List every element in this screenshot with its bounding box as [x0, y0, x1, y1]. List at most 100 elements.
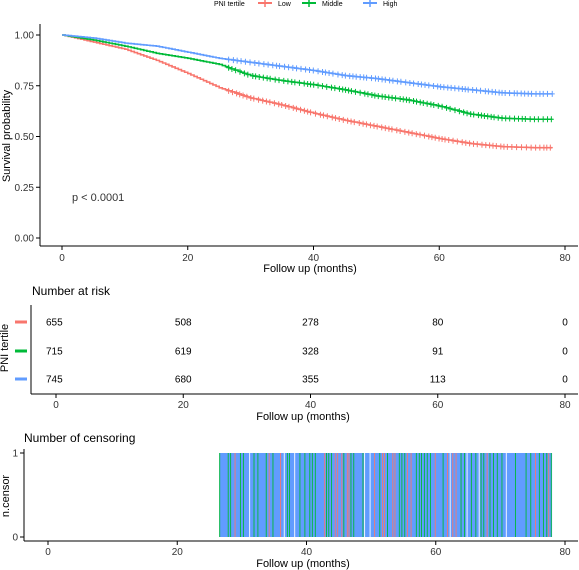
- censor-mark: [279, 101, 285, 108]
- risk-table-title: Number at risk: [32, 284, 111, 298]
- censor-bar: [362, 453, 364, 537]
- censor-bar: [324, 453, 326, 537]
- censor-bar: [470, 453, 472, 537]
- risk-table-y-axis-label: PNI tertile: [0, 324, 11, 372]
- censor-mark: [226, 64, 232, 71]
- censor-mark: [410, 98, 416, 105]
- y-tick-label: 0.75: [15, 81, 35, 92]
- censor-mark: [276, 101, 282, 108]
- censor-bar: [546, 453, 548, 537]
- censor-mark: [308, 109, 314, 116]
- censor-mark: [464, 110, 470, 117]
- censor-bar-block: [219, 453, 553, 537]
- censor-mark: [406, 129, 412, 136]
- censoring-panel: Number of censoring 0 1 0 20 40 60 80 Follow …: [0, 431, 578, 570]
- censor-mark: [456, 108, 462, 115]
- censor-mark: [429, 134, 435, 141]
- censor-mark: [351, 119, 357, 126]
- censor-bar: [475, 453, 477, 537]
- censor-bar: [265, 453, 267, 537]
- x-tick-label: 80: [559, 400, 571, 411]
- censor-bar: [415, 453, 417, 537]
- censor-mark: [431, 101, 437, 108]
- censor-bar: [227, 453, 229, 537]
- censor-bar: [398, 453, 400, 537]
- censor-mark: [336, 85, 342, 92]
- x-tick-label: 40: [305, 400, 317, 411]
- censor-mark: [315, 82, 321, 89]
- censor-mark: [493, 143, 499, 150]
- censor-mark: [549, 90, 555, 97]
- censor-bar: [501, 453, 503, 537]
- censor-bar: [418, 453, 420, 537]
- censor-mark: [402, 128, 408, 135]
- risk-cell: 508: [175, 318, 192, 329]
- censor-mark: [251, 95, 257, 102]
- censor-mark: [397, 127, 403, 134]
- censor-mark: [463, 139, 469, 146]
- censor-mark: [260, 74, 266, 81]
- censor-bar: [434, 453, 436, 537]
- censor-bar: [406, 453, 408, 537]
- censor-mark: [411, 80, 417, 87]
- censor-mark: [311, 81, 317, 88]
- y-tick-label: 1: [12, 449, 18, 460]
- censor-mark: [229, 65, 235, 72]
- censor-bar: [343, 453, 345, 537]
- x-tick-label: 60: [430, 547, 442, 558]
- risk-cell: 655: [46, 318, 63, 329]
- censor-bar: [394, 453, 396, 537]
- x-tick-label: 80: [559, 253, 571, 264]
- censor-mark: [439, 103, 445, 110]
- censor-mark: [326, 70, 332, 77]
- censor-mark: [244, 93, 250, 100]
- censor-mark: [450, 137, 456, 144]
- censor-mark: [260, 97, 266, 104]
- censor-mark: [234, 90, 240, 97]
- censor-mark: [242, 58, 248, 65]
- censor-mark: [426, 133, 432, 140]
- censor-mark: [452, 107, 458, 114]
- censor-mark: [261, 61, 267, 68]
- censor-mark: [365, 91, 371, 98]
- censor-bar: [449, 453, 451, 537]
- censor-bar: [483, 453, 485, 537]
- censor-mark: [533, 144, 539, 151]
- censor-bar: [286, 453, 288, 537]
- censor-mark: [435, 102, 441, 109]
- censor-mark: [529, 90, 535, 97]
- censor-mark: [474, 141, 480, 148]
- censor-mark: [406, 97, 412, 104]
- censor-mark: [253, 73, 259, 80]
- survival-curve-low: [62, 34, 553, 149]
- censor-mark: [540, 116, 546, 123]
- censor-mark: [421, 132, 427, 139]
- censor-bar: [348, 453, 350, 537]
- risk-row-low: 655 508 278 80 0: [15, 318, 568, 329]
- censor-marks-middle: [226, 64, 554, 123]
- censor-bar: [430, 453, 431, 537]
- censor-mark: [389, 126, 395, 133]
- y-tick-label: 1.00: [15, 31, 35, 42]
- censoring-title: Number of censoring: [24, 431, 135, 445]
- censor-mark: [305, 108, 311, 115]
- censor-mark: [241, 70, 247, 77]
- censor-mark: [298, 65, 304, 72]
- censor-mark: [281, 77, 287, 84]
- censor-bar: [242, 453, 244, 537]
- censor-bar: [480, 453, 482, 537]
- censor-bar: [239, 453, 241, 537]
- censor-mark: [509, 143, 515, 150]
- survival-panel: 0.00 0.25 0.50 0.75 1.00 0 20 40 60 80 p < 0.000…: [1, 24, 578, 275]
- censor-mark: [230, 89, 236, 96]
- censor-mark: [540, 90, 546, 97]
- censor-bar: [350, 453, 352, 537]
- censor-bar: [478, 453, 480, 537]
- censor-mark: [321, 112, 327, 119]
- censor-mark: [431, 83, 437, 90]
- censor-bar: [410, 453, 412, 537]
- censor-bar: [346, 453, 348, 537]
- censor-mark: [256, 73, 262, 80]
- censor-mark: [491, 114, 497, 121]
